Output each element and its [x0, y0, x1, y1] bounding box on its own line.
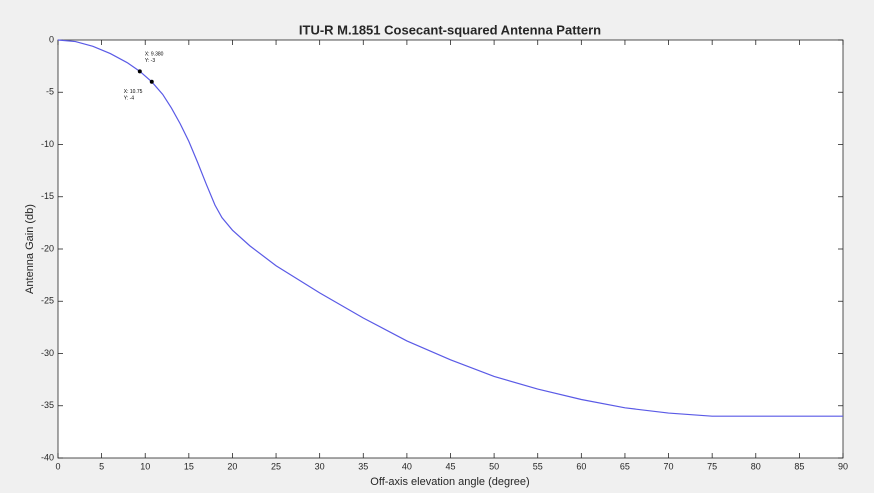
x-tick-label: 15: [184, 461, 194, 471]
x-tick-label: 90: [838, 461, 848, 471]
x-tick-label: 40: [402, 461, 412, 471]
x-tick-label: 70: [664, 461, 674, 471]
x-tick-label: 55: [533, 461, 543, 471]
x-tick-label: 0: [55, 461, 60, 471]
x-axis-label: Off-axis elevation angle (degree): [370, 476, 529, 488]
x-tick-label: 65: [620, 461, 630, 471]
x-tick-label: 60: [576, 461, 586, 471]
data-tip-box: [122, 87, 149, 102]
data-tip-marker: [149, 79, 154, 84]
y-tick-label: -30: [41, 348, 54, 358]
y-tick-label: -5: [46, 87, 54, 97]
x-tick-label: 20: [227, 461, 237, 471]
y-tick-label: -35: [41, 400, 54, 410]
data-tip-marker: [137, 69, 142, 74]
data-tip-label: X: 10.75: [124, 89, 143, 95]
x-tick-label: 85: [794, 461, 804, 471]
y-axis-label: Antenna Gain (db): [24, 204, 36, 294]
x-tick-label: 5: [99, 461, 104, 471]
data-tip-label: Y: -4: [124, 96, 135, 102]
y-tick-label: 0: [49, 34, 54, 44]
y-tick-label: -25: [41, 296, 54, 306]
y-tick-label: -10: [41, 139, 54, 149]
x-tick-label: 35: [358, 461, 368, 471]
data-tip-box: [143, 50, 170, 65]
x-tick-label: 75: [707, 461, 717, 471]
chart-title: ITU-R M.1851 Cosecant-squared Antenna Pa…: [299, 22, 601, 37]
y-tick-label: -40: [41, 452, 54, 462]
x-tick-label: 10: [140, 461, 150, 471]
x-tick-label: 50: [489, 461, 499, 471]
y-tick-label: -15: [41, 191, 54, 201]
x-tick-label: 80: [751, 461, 761, 471]
data-tip-label: X: 9.380: [145, 52, 164, 58]
plot-area: [57, 39, 844, 459]
data-tip-label: Y: -3: [145, 58, 156, 64]
x-tick-label: 45: [445, 461, 455, 471]
x-tick-label: 30: [315, 461, 325, 471]
y-tick-label: -20: [41, 243, 54, 253]
x-tick-label: 25: [271, 461, 281, 471]
